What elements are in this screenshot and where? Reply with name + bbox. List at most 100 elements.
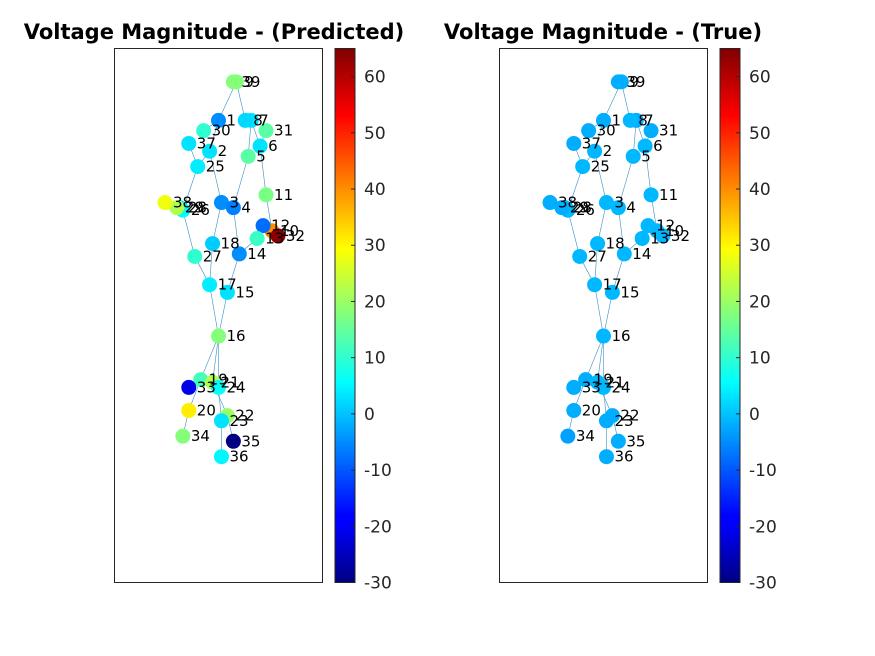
node-label-11: 11 (274, 186, 293, 204)
colorbar-tick-label: -20 (364, 517, 392, 537)
node-label-8: 8 (253, 111, 263, 129)
node-14 (231, 246, 247, 262)
node-label-28: 28 (188, 199, 207, 217)
node-label-18: 18 (221, 235, 240, 253)
edge-4-14 (618, 207, 625, 254)
node-label-32: 32 (671, 227, 690, 245)
node-label-12: 12 (271, 217, 290, 235)
node-label-34: 34 (191, 427, 210, 445)
node-label-9: 9 (629, 73, 639, 91)
colorbar-tick-label: 50 (749, 124, 771, 144)
edge-17-16 (594, 284, 604, 337)
node-label-27: 27 (588, 247, 607, 265)
node-label-35: 35 (241, 432, 260, 450)
node-label-29: 29 (570, 199, 589, 217)
node-label-16: 16 (612, 327, 631, 345)
node-label-1: 1 (227, 111, 237, 129)
node-12 (640, 218, 656, 234)
node-label-33: 33 (582, 378, 601, 396)
node-8 (622, 112, 638, 128)
node-label-13: 13 (265, 229, 284, 247)
colorbar-tick-label: 10 (364, 349, 386, 369)
node-19 (193, 372, 209, 388)
node-36 (213, 449, 229, 465)
edge-6-11 (644, 146, 652, 195)
colorbar-tick-label: -10 (364, 461, 392, 481)
node-label-4: 4 (241, 199, 251, 217)
node-label-37: 37 (582, 134, 601, 152)
node-label-26: 26 (576, 201, 595, 219)
node-19 (578, 372, 594, 388)
colorbar-tick-label: 60 (364, 68, 386, 88)
colorbar-tick-label: 40 (364, 180, 386, 200)
colorbar-tick-label: 40 (749, 180, 771, 200)
node-label-24: 24 (227, 378, 246, 396)
node-35 (610, 433, 626, 449)
node-38 (157, 195, 173, 211)
node-14 (616, 246, 632, 262)
node-label-23: 23 (229, 412, 248, 430)
edge-5-4 (618, 156, 634, 208)
node-4 (225, 200, 241, 216)
node-label-2: 2 (218, 142, 228, 160)
node-17 (587, 277, 603, 293)
node-label-10: 10 (280, 222, 299, 240)
edge-16-21 (597, 336, 604, 383)
node-16 (211, 328, 226, 344)
node-20 (181, 402, 197, 418)
node-23 (213, 413, 229, 429)
node-24 (211, 379, 226, 395)
node-label-25: 25 (206, 158, 225, 176)
node-label-22: 22 (620, 407, 639, 425)
node-18 (205, 236, 221, 252)
node-25 (575, 159, 591, 175)
colorbar-tick-label: 0 (364, 405, 375, 425)
node-18 (590, 236, 606, 252)
node-label-20: 20 (582, 401, 601, 419)
node-15 (604, 284, 620, 300)
node-label-28: 28 (573, 199, 592, 217)
node-11 (258, 187, 274, 203)
node-1 (211, 112, 226, 128)
edge-16-19 (585, 335, 604, 380)
node-34 (560, 428, 576, 444)
node-37 (181, 135, 197, 151)
node-label-31: 31 (274, 122, 293, 140)
node-37 (566, 135, 582, 151)
node-39 (610, 74, 626, 90)
colorbar-tick-label: -30 (749, 574, 777, 594)
node-27 (572, 248, 588, 264)
node-13 (249, 230, 265, 246)
node-2 (202, 143, 218, 159)
colorbar-tick-label: 10 (749, 349, 771, 369)
node-label-19: 19 (209, 371, 228, 389)
node-label-34: 34 (576, 427, 595, 445)
colorbar-tick-label: 50 (364, 124, 386, 144)
node-label-17: 17 (218, 276, 237, 294)
node-30 (581, 123, 597, 139)
node-13 (634, 230, 650, 246)
node-label-37: 37 (197, 134, 216, 152)
node-label-12: 12 (656, 217, 675, 235)
node-label-3: 3 (229, 194, 239, 212)
node-35 (225, 433, 241, 449)
edge-4-14 (233, 207, 240, 254)
node-label-21: 21 (221, 373, 240, 391)
node-label-9: 9 (244, 73, 254, 91)
node-32 (270, 228, 286, 244)
node-3 (213, 195, 229, 211)
node-label-35: 35 (626, 432, 645, 450)
node-label-2: 2 (603, 142, 613, 160)
node-label-15: 15 (235, 283, 254, 301)
node-29 (554, 200, 570, 216)
colorbar-tick-label: 30 (749, 236, 771, 256)
colorbar-predicted (334, 48, 356, 583)
node-label-21: 21 (606, 373, 625, 391)
node-2 (587, 143, 603, 159)
node-label-8: 8 (638, 111, 648, 129)
node-label-18: 18 (606, 235, 625, 253)
axes-frame-true (499, 48, 708, 583)
panel-predicted: Voltage Magnitude - (Predicted) 123 45678… (24, 20, 405, 594)
colorbar-ticks-true: 60 50 40 30 20 10 0 -10 -20 -30 (736, 68, 777, 594)
